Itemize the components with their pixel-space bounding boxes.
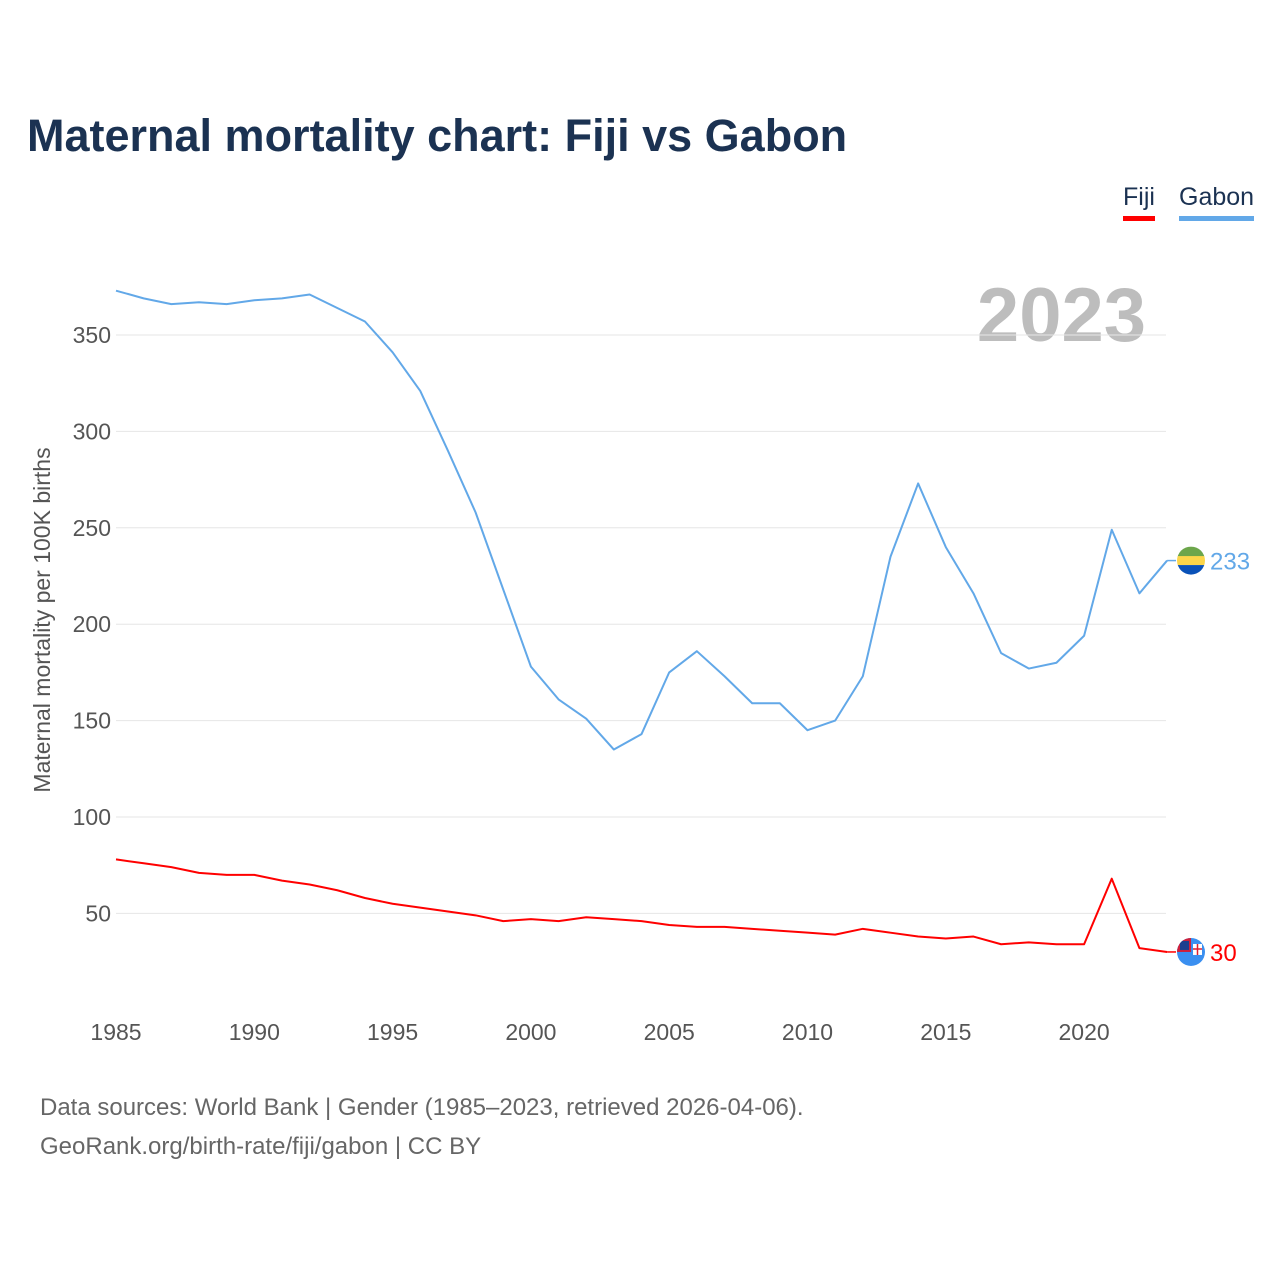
- y-tick-label: 150: [73, 708, 111, 734]
- x-tick-label: 2015: [920, 1019, 971, 1045]
- flag-clip: [1177, 937, 1205, 966]
- fiji-flag-icon: [1177, 937, 1205, 966]
- y-tick-label: 250: [73, 515, 111, 541]
- end-value-label-gabon: 233: [1210, 549, 1250, 576]
- y-tick-label: 350: [73, 322, 111, 348]
- footer: Data sources: World Bank | Gender (1985–…: [40, 1088, 804, 1166]
- flag-clip: [1177, 546, 1205, 575]
- flag-stripe: [1177, 546, 1205, 557]
- x-tick-label: 2020: [1059, 1019, 1110, 1045]
- x-tick-label: 1995: [367, 1019, 418, 1045]
- footer-credit[interactable]: GeoRank.org/birth-rate/fiji/gabon | CC B…: [40, 1133, 482, 1160]
- x-tick-label: 2005: [644, 1019, 695, 1045]
- gabon-flag-icon: [1177, 546, 1205, 575]
- legend-gabon[interactable]: Gabon: [1179, 183, 1255, 221]
- end-value-label-fiji: 30: [1210, 940, 1237, 967]
- series-line-fiji: [115, 858, 1168, 953]
- series-line-gabon: [115, 289, 1168, 751]
- year-watermark: 2023: [977, 273, 1146, 358]
- x-tick-label: 1985: [90, 1019, 141, 1045]
- flag-stripe: [1177, 556, 1205, 566]
- flag-canton-inner: [1180, 940, 1189, 950]
- y-tick-label: 300: [73, 418, 111, 444]
- x-tick-label: 2000: [505, 1019, 556, 1045]
- legend-fiji[interactable]: Fiji: [1123, 183, 1155, 221]
- y-axis-label: Maternal mortality per 100K births: [29, 447, 55, 792]
- x-tick-label: 1990: [229, 1019, 280, 1045]
- y-tick-label: 50: [85, 900, 111, 926]
- footer-sources: Data sources: World Bank | Gender (1985–…: [40, 1094, 804, 1121]
- chart-title: Maternal mortality chart: Fiji vs Gabon: [27, 110, 848, 161]
- x-tick-label: 2010: [782, 1019, 833, 1045]
- y-tick-label: 100: [73, 804, 111, 830]
- flag-stripe: [1177, 565, 1205, 575]
- y-tick-label: 200: [73, 611, 111, 637]
